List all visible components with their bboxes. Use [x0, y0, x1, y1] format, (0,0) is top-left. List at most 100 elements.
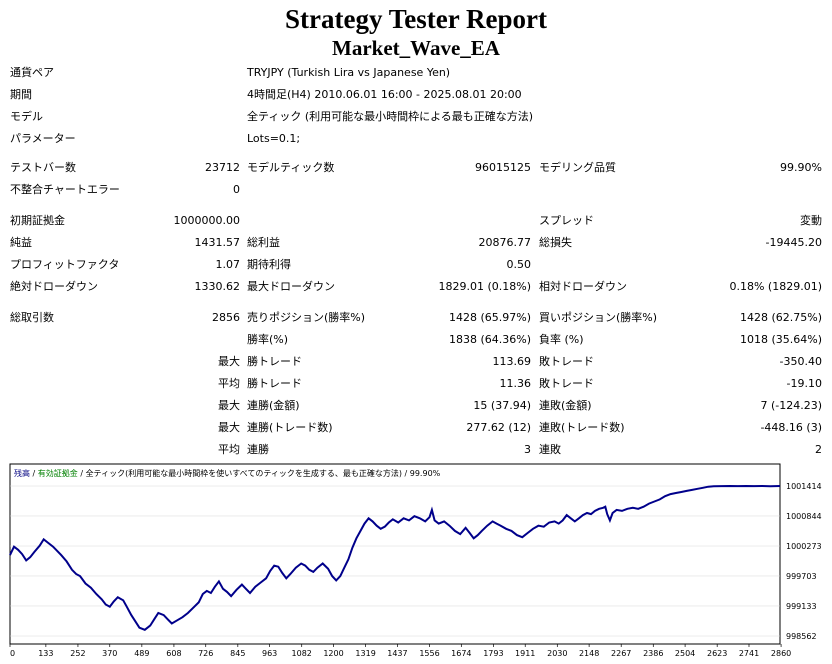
abs-dd-label: 絶対ドローダウン [10, 280, 98, 293]
avg-cons-loss-value: 2 [815, 443, 822, 456]
x-tick-label: 1437 [387, 649, 407, 658]
trades-label: 総取引数 [10, 311, 54, 324]
x-tick-label: 963 [262, 649, 277, 658]
average-word: 平均 [218, 377, 240, 390]
win-label: 勝率(%) [247, 333, 289, 346]
max-cons-profit-label: 連勝(トレード数) [247, 421, 333, 434]
net-row: 純益 1431.57 総利益 20876.77 総損失 -19445.20 [0, 233, 832, 253]
y-tick-label: 999703 [786, 572, 817, 581]
loss-label: 負率 (%) [539, 333, 584, 346]
drawdown-row: 絶対ドローダウン 1330.62 最大ドローダウン 1829.01 (0.18%… [0, 277, 832, 297]
x-axis: 0 133 252 370 489 608 726 845 963 1082 1200 1319 143… [9, 644, 791, 658]
avg-win-value: 11.36 [499, 377, 532, 390]
x-tick-label: 608 [166, 649, 181, 658]
y-tick-label: 1000844 [786, 512, 822, 521]
x-tick-label: 2741 [739, 649, 759, 658]
pf-row: プロフィットファクタ 1.07 期待利得 0.50 [0, 255, 832, 275]
average-row: 平均 勝トレード 11.36 敗トレード -19.10 [0, 374, 832, 394]
largest-win-value: 113.69 [492, 355, 532, 368]
max-cons-row: 最大 連勝(金額) 15 (37.94) 連敗(金額) 7 (-124.23) [0, 396, 832, 416]
x-tick-label: 1911 [515, 649, 535, 658]
x-tick-label: 845 [230, 649, 245, 658]
model-label: モデル [10, 110, 43, 123]
symbol-value: TRYJPY (Turkish Lira vs Japanese Yen) [247, 66, 451, 79]
x-tick-label: 1674 [451, 649, 471, 658]
avg-win-label: 勝トレード [247, 377, 302, 390]
expected-label: 期待利得 [247, 258, 291, 271]
x-tick-label: 1793 [483, 649, 503, 658]
grid [10, 485, 780, 637]
period-value: 4時間足(H4) 2010.06.01 16:00 - 2025.08.01 2… [247, 88, 522, 101]
x-tick-label: 370 [102, 649, 117, 658]
balance-series-line [9, 484, 781, 631]
y-tick-label: 999133 [786, 602, 817, 611]
x-tick-label: 2504 [675, 649, 695, 658]
quality-value: 99.90% [780, 161, 822, 174]
abs-dd-value: 1330.62 [194, 280, 241, 293]
net-value: 1431.57 [194, 236, 241, 249]
avg-cons-win-label: 連勝 [247, 443, 269, 456]
params-row: パラメーター Lots=0.1; [0, 129, 832, 149]
mismatch-label: 不整合チャートエラー [10, 183, 120, 196]
net-label: 純益 [10, 236, 32, 249]
largest-word: 最大 [218, 355, 240, 368]
bars-row: テストバー数 23712 モデルティック数 96015125 モデリング品質 9… [0, 158, 832, 178]
gross-profit-label: 総利益 [247, 236, 280, 249]
y-tick-label: 998562 [786, 632, 817, 641]
deposit-label: 初期証拠金 [10, 214, 65, 227]
expected-value: 0.50 [506, 258, 532, 271]
max-cons-amount-word: 最大 [218, 421, 240, 434]
max-cons-loss-value: 7 (-124.23) [760, 399, 822, 412]
bars-value: 23712 [205, 161, 240, 174]
symbol-label: 通貨ペア [10, 66, 54, 79]
trades-value: 2856 [212, 311, 240, 324]
params-value: Lots=0.1; [247, 132, 301, 145]
deposit-value: 1000000.00 [173, 214, 240, 227]
gross-profit-value: 20876.77 [478, 236, 532, 249]
gross-loss-label: 総損失 [539, 236, 572, 249]
win-value: 1838 (64.36%) [448, 333, 531, 346]
y-axis: 1001414 1000844 1000273 999703 999133 998562 [786, 482, 822, 641]
max-dd-value: 1829.01 (0.18%) [438, 280, 531, 293]
report-title: Strategy Tester Report [285, 4, 547, 34]
avg-cons-loss-label: 連敗 [539, 443, 561, 456]
long-label: 買いポジション(勝率%) [539, 311, 658, 324]
long-value: 1428 (62.75%) [739, 311, 822, 324]
spread-label: スプレッド [539, 214, 594, 227]
max-cons-win-label: 連勝(金額) [247, 399, 300, 412]
max-cons-loss-label: 連敗(金額) [539, 399, 592, 412]
rel-dd-label: 相対ドローダウン [539, 280, 627, 293]
x-tick-label: 2623 [707, 649, 727, 658]
largest-row: 最大 勝トレード 113.69 敗トレード -350.40 [0, 352, 832, 372]
max-cons-win-value: 15 (37.94) [473, 399, 531, 412]
x-tick-label: 2860 [771, 649, 791, 658]
legend-quality: 99.90% [410, 469, 441, 478]
bars-label: テストバー数 [10, 161, 76, 174]
quality-label: モデリング品質 [539, 161, 616, 174]
deposit-row: 初期証拠金 1000000.00 スプレッド 変動 [0, 211, 832, 231]
legend-model: 全ティック(利用可能な最小時間枠を使いすべてのティックを生成する、最も正確な方法… [86, 468, 402, 478]
legend-sep-2: / [78, 469, 86, 478]
spread-value: 変動 [800, 214, 822, 227]
x-tick-label: 2386 [643, 649, 663, 658]
x-tick-label: 2148 [579, 649, 599, 658]
avg-cons-word: 平均 [218, 443, 240, 456]
legend-balance: 残高 [14, 468, 30, 478]
avg-loss-label: 敗トレード [539, 377, 594, 390]
max-cons-lossamt-value: -448.16 (3) [760, 421, 822, 434]
short-value: 1428 (65.97%) [448, 311, 531, 324]
x-tick-label: 0 [10, 649, 15, 658]
rel-dd-value: 0.18% (1829.01) [729, 280, 822, 293]
largest-loss-label: 敗トレード [539, 355, 594, 368]
max-cons-word: 最大 [218, 399, 240, 412]
gross-loss-value: -19445.20 [765, 236, 822, 249]
model-value: 全ティック (利用可能な最小時間枠による最も正確な方法) [247, 110, 534, 123]
y-tick-label: 1001414 [786, 482, 822, 491]
largest-win-label: 勝トレード [247, 355, 302, 368]
period-row: 期間 4時間足(H4) 2010.06.01 16:00 - 2025.08.0… [0, 85, 832, 105]
ticks-label: モデルティック数 [247, 161, 335, 174]
x-tick-label: 1556 [419, 649, 439, 658]
max-cons-lossamt-label: 連敗(トレード数) [539, 421, 625, 434]
loss-value: 1018 (35.64%) [739, 333, 822, 346]
max-cons-profit-value: 277.62 (12) [466, 421, 531, 434]
